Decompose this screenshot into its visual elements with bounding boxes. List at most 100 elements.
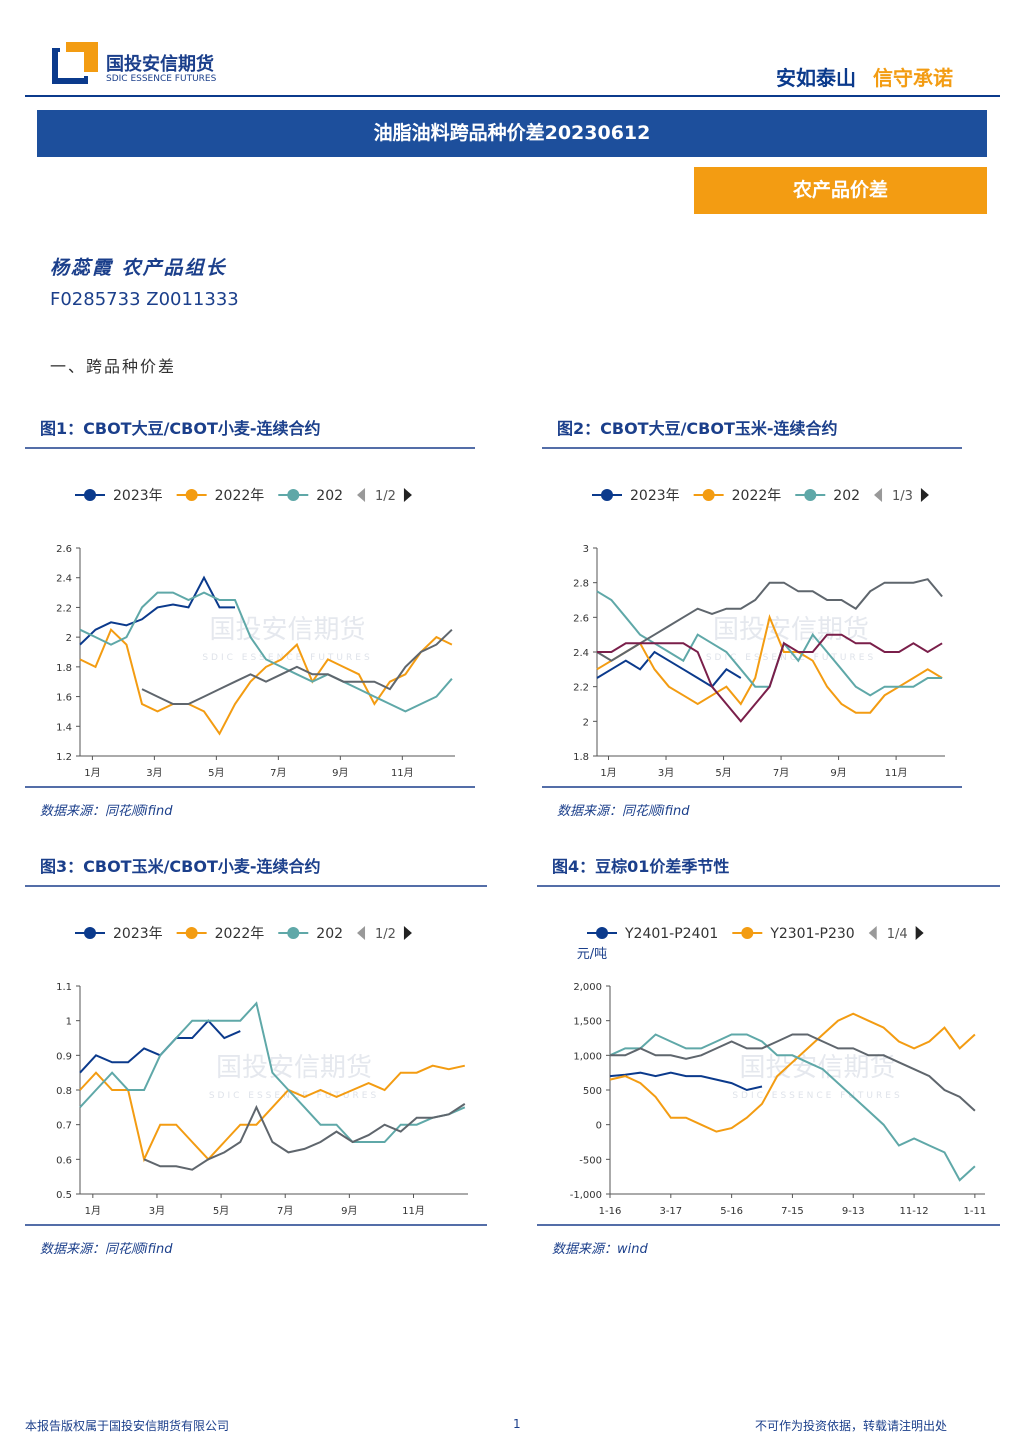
slogan: 信守承诺 — [873, 66, 953, 90]
footer-right: 不可作为投资依据，转载请注明出处 — [755, 1419, 948, 1433]
figure-title: 图3：CBOT玉米/CBOT小麦-连续合约 — [40, 857, 321, 876]
y-tick-label: 2.2 — [573, 683, 589, 694]
author: 杨蕊霞 农产品组长 — [50, 257, 227, 279]
y-tick-label: 1.1 — [56, 982, 72, 993]
series-line — [609, 1012, 976, 1133]
x-tick-label: 5月 — [208, 767, 224, 779]
y-tick-label: 3 — [583, 544, 589, 555]
legend-next — [403, 488, 412, 502]
legend-swatch — [185, 489, 198, 501]
legend-next — [403, 926, 412, 940]
legend-prev — [357, 926, 366, 940]
source: 数据来源：同花顺ifind — [40, 1242, 173, 1257]
legend-swatch — [287, 927, 300, 939]
y-tick-label: 0.7 — [56, 1121, 72, 1132]
legend-swatch — [84, 489, 96, 501]
legend-label: 2022年 — [732, 488, 782, 504]
x-tick-label: 7月 — [270, 767, 286, 779]
x-tick-label: 7月 — [277, 1205, 293, 1217]
y-tick-label: 0.9 — [56, 1051, 72, 1062]
series-line — [141, 628, 453, 705]
x-tick-label: 5月 — [213, 1205, 229, 1217]
y-tick-label: 2.4 — [573, 648, 589, 659]
x-tick-label: 3月 — [149, 1205, 165, 1217]
y-tick-label: 0 — [596, 1121, 602, 1132]
watermark-en: SDIC ESSENCE FUTURES — [732, 1091, 902, 1101]
y-tick-label: 1,500 — [573, 1017, 602, 1028]
legend-page: 1/3 — [892, 489, 913, 504]
legend-label: 202 — [316, 488, 343, 504]
y-tick-label: 1.8 — [56, 663, 72, 674]
legend-page: 1/2 — [375, 489, 396, 504]
y-axis-label: 元/吨 — [577, 947, 607, 962]
legend-label: 2022年 — [215, 488, 265, 504]
legend-label: 2022年 — [215, 926, 265, 942]
x-tick-label: 9月 — [341, 1205, 357, 1217]
watermark: 国投安信期货 — [209, 615, 365, 645]
x-tick-label: 11月 — [391, 767, 414, 779]
y-tick-label: 2,000 — [573, 982, 602, 993]
y-tick-label: 2 — [583, 717, 589, 728]
y-tick-label: 0.6 — [56, 1155, 72, 1166]
legend-prev — [357, 488, 366, 502]
legend-page: 1/4 — [887, 927, 908, 942]
series-line — [79, 627, 453, 736]
company-name: 国投安信期货 — [106, 54, 214, 75]
x-tick-label: 9月 — [830, 767, 846, 779]
x-tick-label: 1-16 — [599, 1206, 622, 1217]
series-line — [609, 1033, 976, 1182]
legend-swatch — [596, 927, 608, 939]
y-tick-label: 2.8 — [573, 579, 589, 590]
x-tick-label: 1-11 — [964, 1206, 987, 1217]
x-tick-label: 3月 — [658, 767, 674, 779]
series-line — [79, 575, 235, 646]
legend-label: Y2401-P2401 — [624, 926, 718, 942]
x-tick-label: 9-13 — [842, 1206, 865, 1217]
figure-title: 图2：CBOT大豆/CBOT玉米-连续合约 — [557, 419, 838, 438]
page-number: 1 — [513, 1417, 521, 1431]
y-tick-label: 500 — [583, 1086, 602, 1097]
figure-title: 图4：豆棕01价差季节性 — [552, 857, 729, 876]
x-tick-label: 9月 — [332, 767, 348, 779]
y-tick-label: 1.4 — [56, 722, 72, 733]
y-tick-label: 1.2 — [56, 752, 72, 763]
x-tick-label: 5月 — [715, 767, 731, 779]
watermark-en: SDIC ESSENCE FUTURES — [706, 653, 876, 663]
legend-next — [920, 488, 929, 502]
legend-label: 202 — [316, 926, 343, 942]
x-tick-label: 1月 — [85, 1205, 101, 1217]
x-tick-label: 3-17 — [659, 1206, 682, 1217]
report-tag: 农产品价差 — [694, 167, 987, 214]
y-tick-label: -500 — [579, 1155, 602, 1166]
watermark-en: SDIC ESSENCE FUTURES — [209, 1091, 379, 1101]
series-line — [596, 650, 742, 689]
source: 数据来源：同花顺ifind — [557, 804, 690, 819]
source: 数据来源：wind — [552, 1242, 648, 1257]
x-tick-label: 11-12 — [900, 1206, 929, 1217]
legend-label: 2023年 — [630, 488, 680, 504]
legend-label: Y2301-P230 — [769, 926, 854, 942]
y-tick-label: 1.6 — [56, 693, 72, 704]
series-line — [597, 633, 943, 723]
x-tick-label: 5-16 — [720, 1206, 743, 1217]
watermark: 国投安信期货 — [216, 1053, 372, 1083]
series-line — [79, 591, 453, 713]
y-tick-label: 2 — [66, 633, 72, 644]
y-tick-label: 2.6 — [573, 613, 589, 624]
watermark: 国投安信期货 — [713, 615, 869, 645]
section-title: 一、跨品种价差 — [50, 357, 177, 376]
figure-title: 图1：CBOT大豆/CBOT小麦-连续合约 — [40, 419, 321, 438]
source: 数据来源：同花顺ifind — [40, 804, 173, 819]
legend-swatch — [741, 927, 754, 939]
legend-swatch — [804, 489, 817, 501]
x-tick-label: 11月 — [885, 767, 908, 779]
series-line — [609, 1071, 763, 1092]
watermark-en: SDIC ESSENCE FUTURES — [202, 653, 372, 663]
x-tick-label: 11月 — [402, 1205, 425, 1217]
legend-label: 202 — [833, 488, 860, 504]
y-tick-label: 1 — [66, 1017, 72, 1028]
